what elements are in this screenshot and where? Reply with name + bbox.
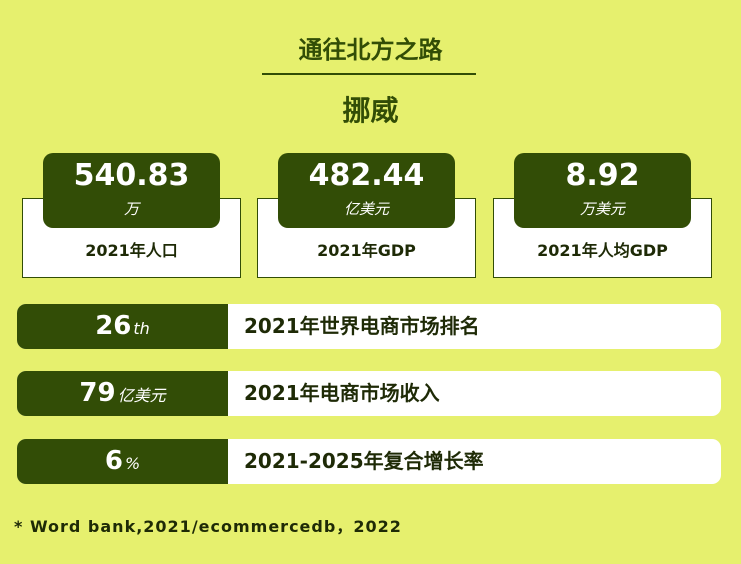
stat-value: 540.83 (73, 158, 190, 193)
ecommerce-revenue-bar: 79 亿美元 2021年电商市场收入 (17, 371, 721, 416)
title-divider (262, 73, 476, 75)
bar-unit: th (133, 319, 150, 338)
bar-label: 2021年世界电商市场排名 (244, 314, 480, 338)
stat-card-gdp: 2021年GDP 482.44 亿美元 (257, 153, 479, 281)
stat-pill: 540.83 万 (43, 153, 220, 228)
source-footnote: * Word bank,2021/ecommercedb，2022 (14, 517, 402, 536)
page-subtitle: 挪威 (342, 94, 399, 127)
page-title: 通往北方之路 (298, 36, 443, 64)
growth-rate-bar: 6% 2021-2025年复合增长率 (17, 439, 721, 484)
stat-card-gdp-per-capita: 2021年人均GDP 8.92 万美元 (493, 153, 715, 281)
bar-value: 79 亿美元 (17, 371, 228, 416)
bar-unit: % (124, 454, 141, 473)
stat-label: 2021年人口 (85, 241, 178, 260)
stat-unit: 亿美元 (343, 200, 389, 218)
bar-label: 2021年电商市场收入 (244, 381, 440, 405)
bar-number: 6 (104, 446, 123, 476)
stat-label: 2021年人均GDP (537, 241, 668, 260)
stat-unit: 万 (123, 200, 139, 218)
stat-value: 482.44 (308, 158, 425, 193)
stat-pill: 8.92 万美元 (514, 153, 691, 228)
bar-label: 2021-2025年复合增长率 (244, 449, 484, 473)
bar-value: 6% (17, 439, 228, 484)
bar-number: 26 (95, 311, 132, 341)
stat-pill: 482.44 亿美元 (278, 153, 455, 228)
stat-unit: 万美元 (579, 200, 625, 218)
stat-value: 8.92 (565, 158, 640, 193)
stat-label: 2021年GDP (317, 241, 416, 260)
stat-card-population: 2021年人口 540.83 万 (22, 153, 244, 281)
bar-unit: 亿美元 (117, 386, 166, 405)
bar-number: 79 (79, 378, 116, 408)
